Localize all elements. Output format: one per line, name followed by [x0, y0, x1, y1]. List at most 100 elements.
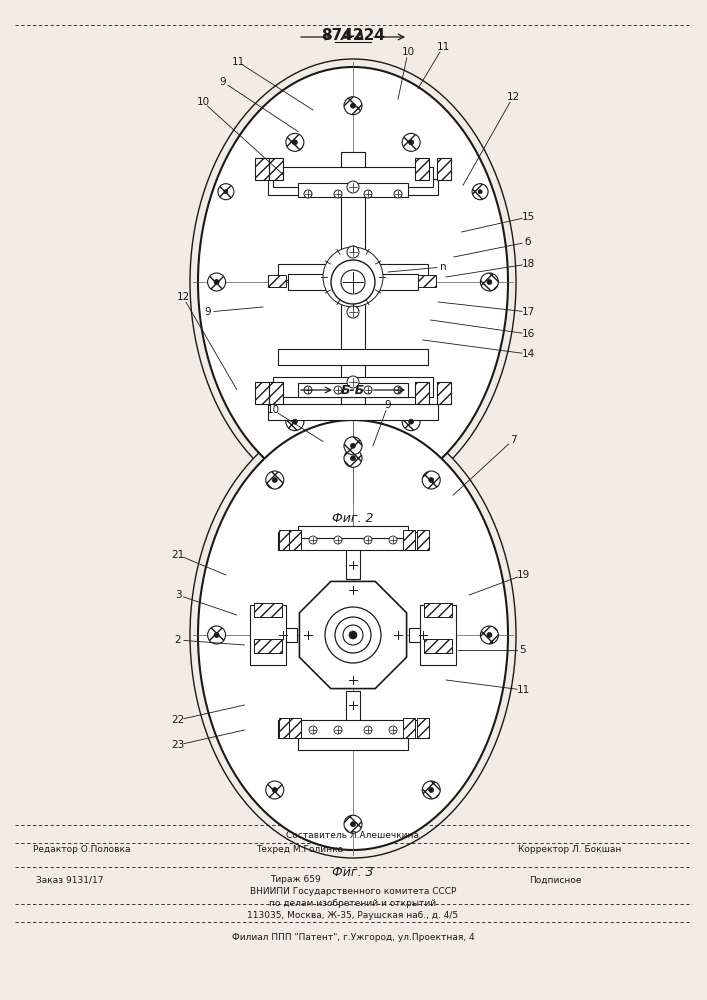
- Circle shape: [331, 260, 375, 304]
- Bar: [269, 158, 283, 180]
- Circle shape: [351, 456, 356, 461]
- Circle shape: [480, 626, 498, 644]
- Circle shape: [293, 419, 298, 424]
- Text: Подписное: Подписное: [529, 876, 581, 884]
- Bar: [268, 404, 438, 420]
- Ellipse shape: [190, 59, 516, 505]
- Circle shape: [293, 140, 298, 145]
- Text: 10: 10: [197, 97, 209, 107]
- Text: 11: 11: [436, 42, 450, 52]
- Bar: [255, 158, 269, 180]
- Text: 11: 11: [231, 57, 245, 67]
- Circle shape: [266, 781, 284, 799]
- Circle shape: [224, 190, 228, 194]
- Circle shape: [409, 419, 414, 424]
- Ellipse shape: [198, 67, 508, 497]
- Circle shape: [325, 607, 381, 663]
- Bar: [268, 179, 438, 195]
- Bar: [403, 530, 415, 550]
- Circle shape: [344, 815, 362, 833]
- Circle shape: [286, 413, 304, 431]
- Bar: [278, 349, 428, 365]
- Bar: [409, 628, 443, 642]
- Bar: [278, 264, 428, 280]
- Bar: [341, 152, 365, 412]
- Text: 9: 9: [205, 307, 211, 317]
- Circle shape: [334, 190, 342, 198]
- Circle shape: [343, 625, 363, 645]
- Bar: [279, 530, 291, 550]
- Bar: [437, 382, 451, 404]
- Text: n: n: [440, 262, 446, 272]
- Circle shape: [208, 626, 226, 644]
- Circle shape: [323, 247, 383, 307]
- Bar: [298, 738, 408, 750]
- Bar: [254, 639, 282, 653]
- Text: 10: 10: [267, 405, 279, 415]
- Circle shape: [208, 273, 226, 291]
- Bar: [403, 718, 415, 738]
- Text: 23: 23: [171, 740, 185, 750]
- Text: 11: 11: [516, 685, 530, 695]
- Bar: [346, 545, 360, 579]
- Bar: [289, 530, 301, 550]
- Bar: [415, 158, 429, 180]
- Text: Корректор Л. Бокшан: Корректор Л. Бокшан: [518, 846, 621, 854]
- Ellipse shape: [190, 412, 516, 858]
- Circle shape: [334, 536, 342, 544]
- Circle shape: [214, 633, 219, 638]
- Text: 5: 5: [520, 645, 526, 655]
- Text: Фиг. 2: Фиг. 2: [332, 512, 374, 526]
- Bar: [279, 718, 291, 738]
- Bar: [273, 167, 433, 187]
- Text: 113035, Москва, Ж-35, Раушская наб., д. 4/5: 113035, Москва, Ж-35, Раушская наб., д. …: [247, 912, 459, 920]
- Circle shape: [394, 190, 402, 198]
- Text: 12: 12: [506, 92, 520, 102]
- Circle shape: [272, 478, 277, 483]
- Circle shape: [428, 787, 433, 792]
- Circle shape: [487, 279, 492, 284]
- Circle shape: [487, 633, 492, 638]
- Text: А-А: А-А: [341, 30, 366, 43]
- Bar: [288, 274, 418, 290]
- Circle shape: [409, 140, 414, 145]
- Circle shape: [364, 190, 372, 198]
- Bar: [437, 158, 451, 180]
- Text: Фиг. 3: Фиг. 3: [332, 865, 374, 879]
- Text: ВНИИПИ Государственного комитета СССР: ВНИИПИ Государственного комитета СССР: [250, 888, 456, 896]
- Bar: [269, 382, 283, 404]
- Bar: [289, 718, 301, 738]
- Text: Тираж 659: Тираж 659: [269, 876, 320, 884]
- Text: 15: 15: [521, 212, 534, 222]
- Circle shape: [286, 133, 304, 151]
- Circle shape: [389, 726, 397, 734]
- Circle shape: [364, 386, 372, 394]
- Bar: [250, 605, 286, 665]
- Circle shape: [422, 781, 440, 799]
- Circle shape: [304, 190, 312, 198]
- Text: Составитель Л.Алешечкина: Составитель Л.Алешечкина: [286, 830, 419, 840]
- Text: 18: 18: [521, 259, 534, 269]
- Circle shape: [309, 726, 317, 734]
- Circle shape: [389, 536, 397, 544]
- Text: 3: 3: [175, 590, 181, 600]
- Circle shape: [428, 478, 433, 483]
- Circle shape: [472, 184, 488, 200]
- Text: Заказ 9131/17: Заказ 9131/17: [36, 876, 104, 884]
- Text: Редактор О.Половка: Редактор О.Половка: [33, 846, 131, 854]
- Circle shape: [422, 471, 440, 489]
- Bar: [418, 275, 436, 287]
- Circle shape: [364, 536, 372, 544]
- Text: 21: 21: [171, 550, 185, 560]
- Text: 12: 12: [176, 292, 189, 302]
- Text: 19: 19: [516, 570, 530, 580]
- Bar: [298, 526, 408, 538]
- Circle shape: [341, 270, 365, 294]
- Text: б: б: [525, 237, 531, 247]
- Circle shape: [214, 279, 219, 284]
- Bar: [255, 382, 269, 404]
- Text: 9: 9: [385, 400, 391, 410]
- Bar: [417, 530, 429, 550]
- Circle shape: [344, 97, 362, 115]
- Text: 17: 17: [521, 307, 534, 317]
